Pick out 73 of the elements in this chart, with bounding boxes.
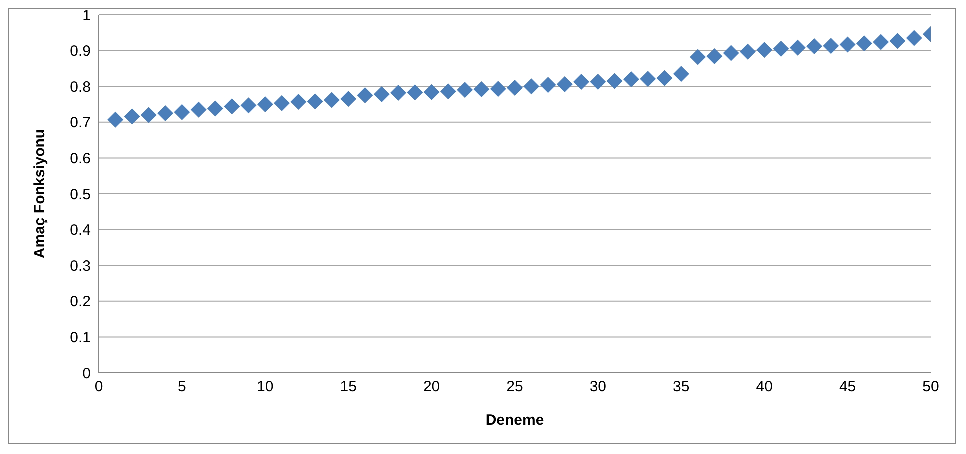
point bbox=[240, 98, 257, 114]
point bbox=[174, 104, 190, 120]
point bbox=[207, 100, 224, 117]
point bbox=[856, 36, 872, 52]
point bbox=[357, 88, 374, 104]
y-tick-label: 0.6 bbox=[70, 150, 91, 168]
x-tick-label: 45 bbox=[839, 378, 856, 396]
point bbox=[507, 80, 523, 96]
point bbox=[606, 73, 623, 90]
y-tick-label: 0.2 bbox=[70, 294, 91, 311]
point bbox=[324, 92, 340, 108]
point bbox=[374, 86, 390, 102]
x-tick-label: 30 bbox=[590, 378, 607, 396]
point bbox=[823, 38, 840, 54]
point bbox=[190, 102, 207, 118]
x-tick-label: 0 bbox=[94, 378, 104, 396]
point bbox=[590, 74, 606, 90]
x-tick-label: 50 bbox=[922, 378, 940, 396]
point bbox=[656, 70, 673, 86]
point bbox=[108, 112, 124, 128]
point bbox=[274, 95, 290, 112]
point bbox=[723, 45, 740, 62]
point bbox=[640, 71, 656, 88]
point bbox=[407, 84, 424, 101]
y-tick-label: 0.4 bbox=[70, 222, 91, 240]
x-tick-label: 10 bbox=[257, 378, 274, 396]
point bbox=[224, 98, 240, 115]
point bbox=[556, 76, 573, 92]
x-tick-label: 15 bbox=[340, 378, 357, 396]
point bbox=[340, 91, 357, 108]
point bbox=[424, 84, 440, 100]
point bbox=[474, 81, 490, 98]
point bbox=[290, 94, 307, 110]
x-axis-title: Deneme bbox=[486, 412, 544, 429]
point bbox=[490, 81, 506, 98]
y-tick-label: 0.1 bbox=[70, 330, 91, 347]
point bbox=[740, 44, 756, 60]
point bbox=[574, 74, 590, 90]
y-tick-label: 0.9 bbox=[70, 43, 91, 60]
point bbox=[890, 33, 906, 50]
x-tick-label: 25 bbox=[506, 378, 524, 396]
point bbox=[873, 34, 890, 50]
x-tick-label: 35 bbox=[673, 378, 690, 396]
y-tick-label: 0.8 bbox=[70, 78, 91, 96]
y-tick-label: 0.7 bbox=[70, 114, 91, 132]
point bbox=[158, 105, 174, 122]
point bbox=[540, 77, 556, 94]
point bbox=[307, 94, 324, 110]
y-axis-title: Amaç Fonksiyonu bbox=[31, 129, 48, 259]
x-tick-label: 20 bbox=[423, 378, 440, 396]
point bbox=[690, 49, 706, 66]
point bbox=[756, 42, 773, 58]
point bbox=[140, 107, 157, 124]
point bbox=[390, 85, 407, 102]
y-tick-label: 0.3 bbox=[70, 258, 91, 275]
y-tick-label: 0.5 bbox=[70, 186, 91, 204]
y-tick-label: 0 bbox=[82, 365, 91, 382]
point bbox=[790, 40, 806, 56]
point bbox=[773, 41, 790, 58]
point bbox=[124, 108, 140, 125]
point bbox=[673, 66, 690, 82]
point bbox=[806, 38, 823, 55]
x-tick-label: 5 bbox=[178, 378, 186, 396]
y-tick-label: 1 bbox=[82, 7, 91, 24]
point bbox=[440, 84, 456, 100]
point bbox=[524, 78, 540, 95]
point bbox=[840, 36, 856, 53]
point bbox=[906, 30, 922, 46]
point bbox=[706, 48, 723, 65]
x-tick-label: 40 bbox=[756, 378, 773, 396]
point bbox=[257, 96, 274, 112]
point bbox=[623, 71, 640, 88]
point bbox=[457, 82, 474, 98]
